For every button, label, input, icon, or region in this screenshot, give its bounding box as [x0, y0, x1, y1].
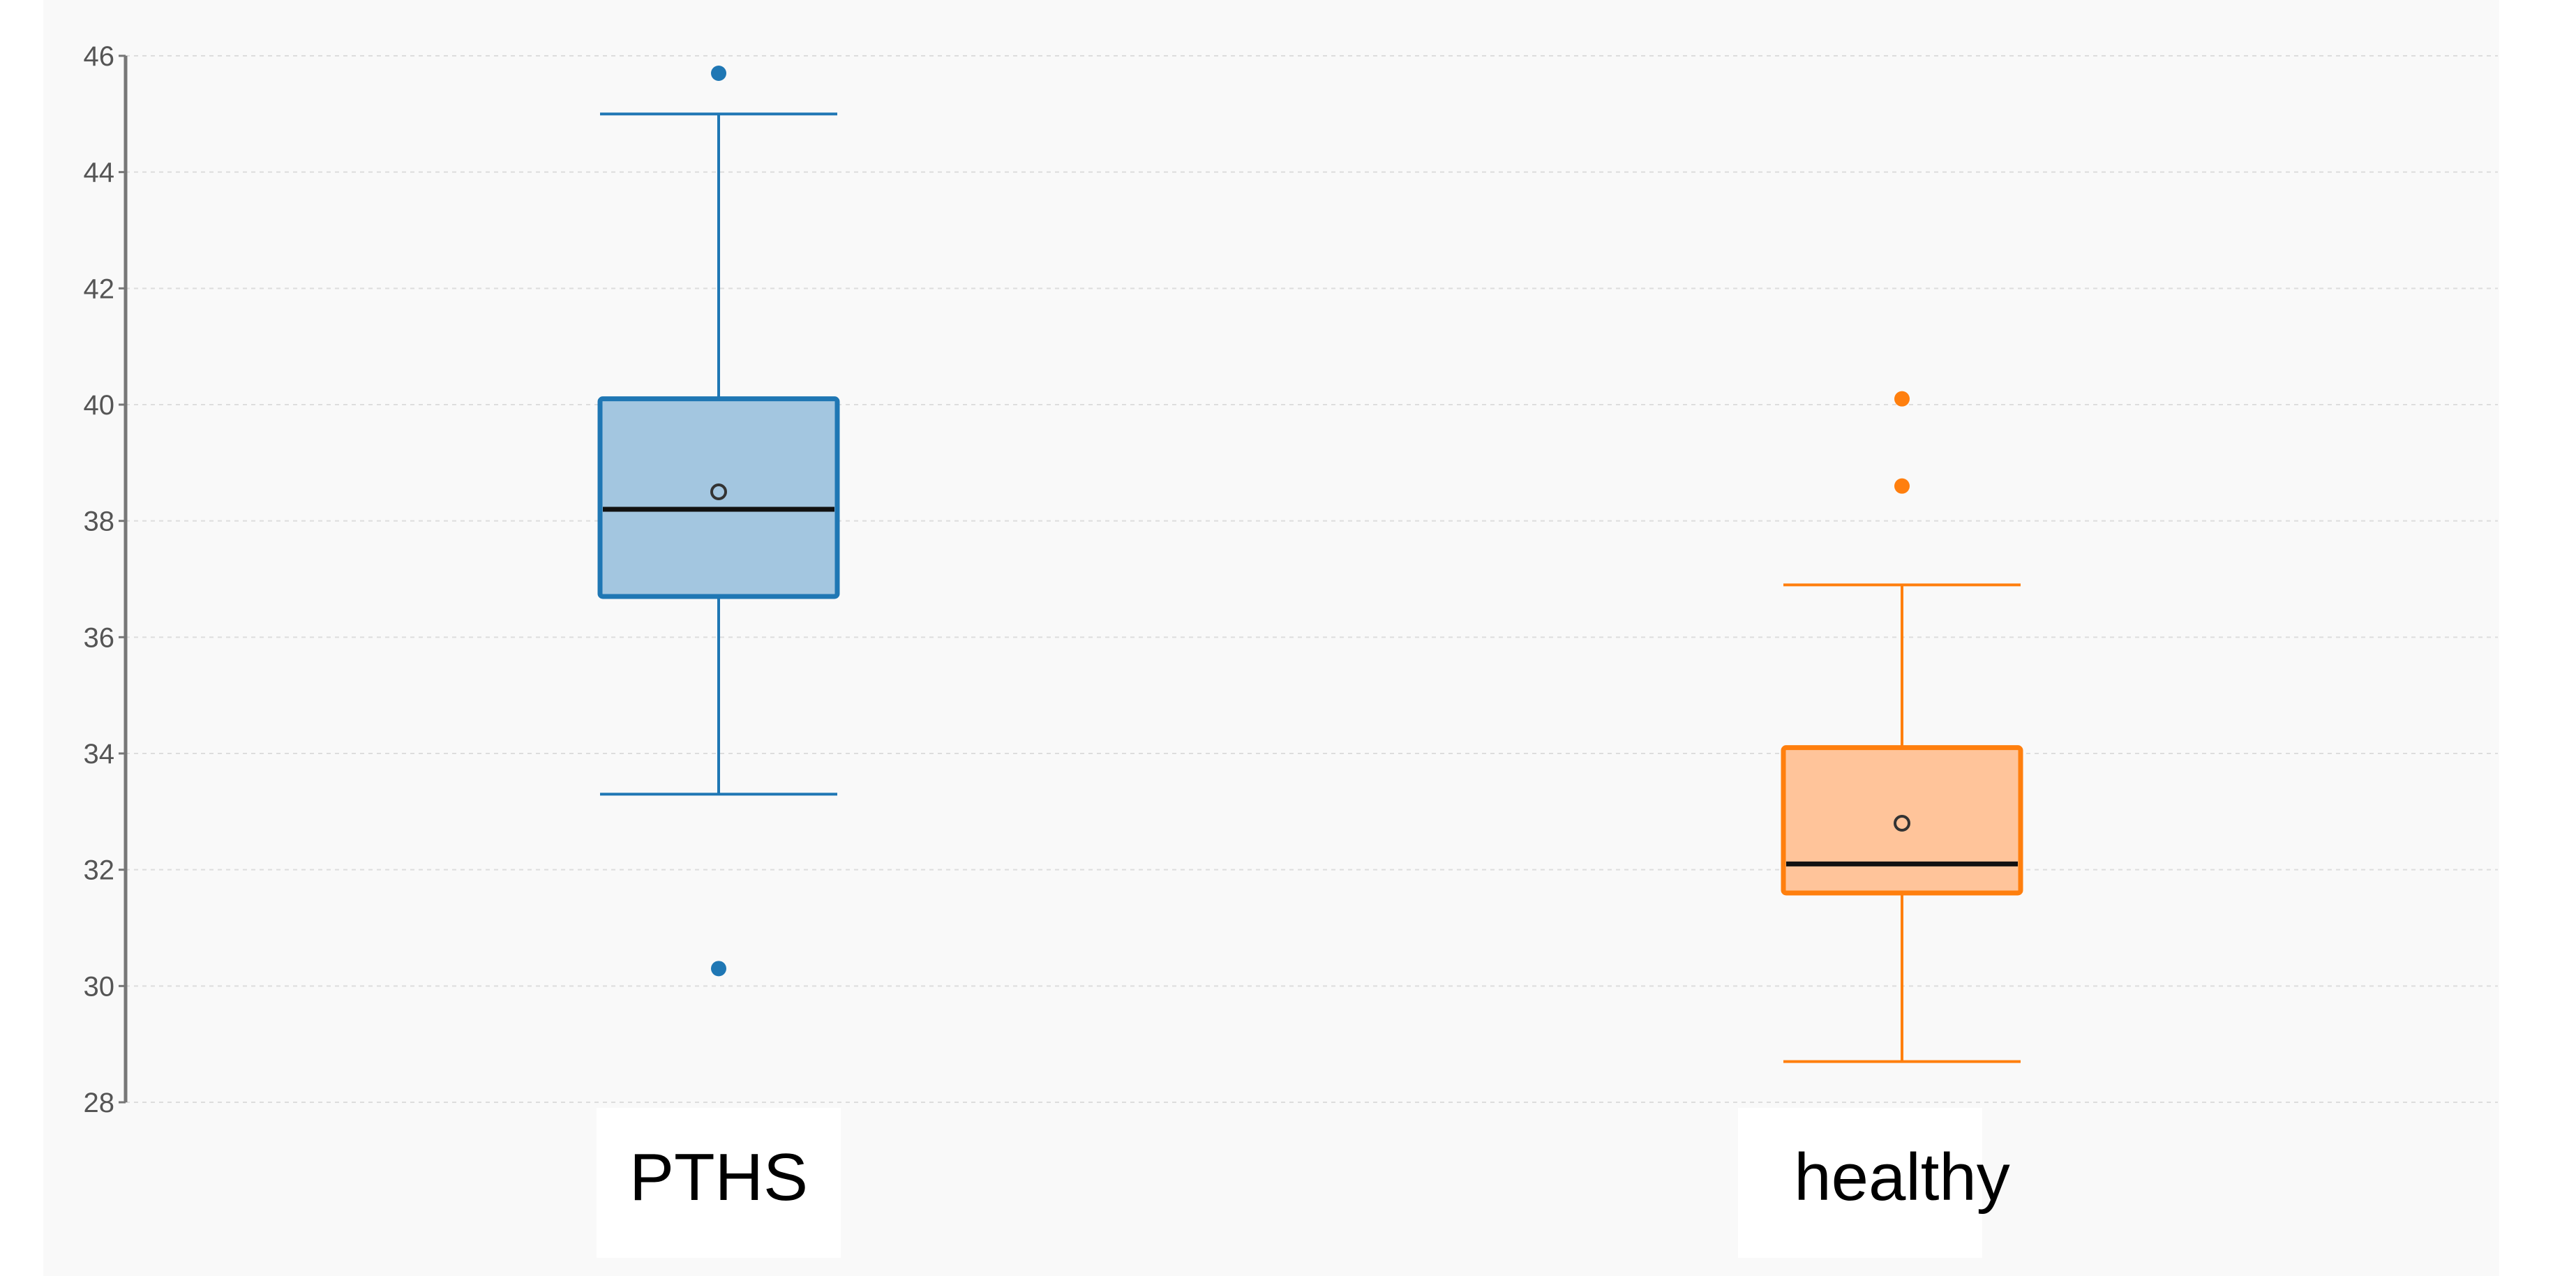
- y-tick-label: 42: [84, 273, 115, 304]
- x-category-label: PTHS: [629, 1140, 808, 1215]
- mean-marker: [1894, 815, 1910, 832]
- category-labels: PTHS healthy: [597, 1108, 2010, 1258]
- grid-lines: [126, 55, 2498, 1103]
- x-category-label: healthy: [1794, 1140, 2010, 1215]
- y-tick-label: 34: [84, 739, 115, 770]
- outlier-point: [1894, 391, 1910, 407]
- outlier-point: [711, 961, 726, 977]
- y-tick-label: 32: [84, 855, 115, 886]
- y-tick-label: 44: [84, 158, 115, 188]
- y-tick-label: 36: [84, 622, 115, 653]
- mean-marker: [710, 483, 727, 500]
- y-tick-label: 40: [84, 390, 115, 421]
- plot-panel: [43, 0, 2499, 1276]
- y-axis: 28 30 32 34 36 38 40 42 44 46: [84, 41, 128, 1118]
- y-tick-label: 30: [84, 971, 115, 1002]
- iqr-box: [1781, 745, 2023, 896]
- box-series: [597, 66, 2023, 1063]
- y-tick-label: 38: [84, 506, 115, 537]
- category-label-card: [1738, 1108, 1982, 1258]
- y-tick-label: 46: [84, 41, 115, 72]
- outlier-point: [711, 66, 726, 81]
- box-healthy: [1781, 391, 2023, 1063]
- outlier-point: [1894, 478, 1910, 494]
- box-PTHS: [597, 66, 840, 977]
- category-label-card: [597, 1108, 841, 1258]
- y-tick-label: 28: [84, 1088, 115, 1118]
